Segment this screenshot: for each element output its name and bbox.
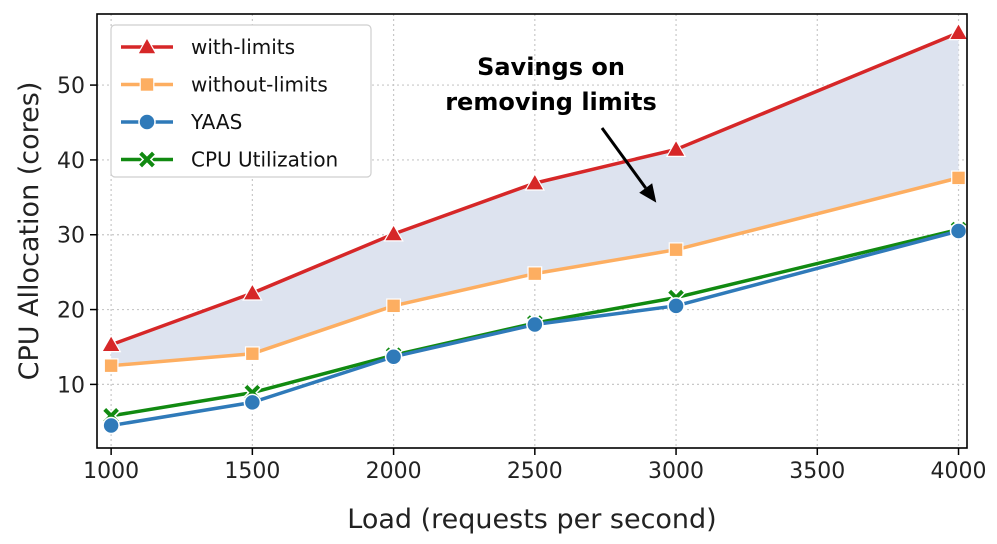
savings-shaded-region [111, 32, 959, 366]
legend-item-cpu-utilization: CPU Utilization [121, 148, 338, 172]
data-point-yaas [949, 222, 968, 240]
plot-frame [96, 13, 968, 449]
y-axis-ticks: 10 20 30 40 50 [57, 74, 97, 398]
legend-label: YAAS [190, 110, 242, 134]
legend: with-limits without-limits YAAS CPU Utiliza… [110, 24, 372, 178]
y-tick-label: 20 [57, 299, 85, 324]
data-point-yaas [667, 297, 685, 315]
annotation-arrow [600, 127, 647, 189]
data-point-yaas [526, 315, 544, 334]
data-point-without-limits [103, 358, 119, 374]
legend-marker [139, 151, 155, 168]
annotation-line-2: removing limits [445, 88, 657, 116]
legend-marker [138, 113, 156, 131]
series-with-limits [100, 22, 969, 353]
series-line-with-limits [110, 31, 960, 347]
series-line-without-limits [110, 176, 959, 368]
data-point-with-limits [665, 139, 687, 157]
data-point-with-limits [242, 282, 263, 301]
y-tick-label: 40 [57, 149, 85, 174]
legend-label: with-limits [191, 35, 295, 59]
x-axis-ticks: 1000 1500 2000 2500 3000 3500 4000 [83, 448, 987, 484]
x-tick-label: 4000 [931, 459, 987, 484]
annotation-line-1: Savings on [477, 53, 625, 81]
legend-marker [139, 77, 155, 92]
x-tick-label: 3000 [648, 459, 704, 484]
data-point-with-limits [383, 223, 404, 242]
series-line-yaas [110, 229, 959, 428]
y-tick-label: 10 [57, 373, 85, 398]
data-point-with-limits [948, 22, 969, 41]
series-layer [100, 22, 969, 435]
legend-item-without-limits: without-limits [121, 73, 328, 97]
data-point-with-limits [524, 172, 546, 191]
data-point-without-limits [668, 242, 684, 258]
x-tick-label: 1000 [83, 459, 139, 484]
x-tick-label: 3500 [789, 459, 845, 484]
legend-label: CPU Utilization [191, 148, 338, 172]
legend-box [110, 24, 372, 178]
y-axis-label: CPU Allocation (cores) [14, 82, 45, 381]
data-point-without-limits [951, 170, 966, 186]
annotation-arrow-head [639, 183, 657, 203]
x-tick-label: 2500 [507, 459, 563, 484]
x-tick-label: 1500 [224, 459, 280, 484]
data-point-without-limits [527, 266, 543, 282]
legend-item-yaas: YAAS [121, 110, 242, 134]
data-point-without-limits [244, 346, 260, 362]
data-point-with-limits [100, 334, 122, 353]
series-yaas [102, 222, 968, 435]
x-tick-label: 2000 [366, 459, 422, 484]
legend-label: without-limits [191, 73, 328, 97]
data-point-without-limits [386, 298, 401, 314]
series-without-limits [103, 170, 966, 374]
data-point-yaas [384, 347, 403, 366]
data-point-yaas [102, 416, 120, 435]
x-axis-label: Load (requests per second) [347, 504, 716, 535]
legend-marker [136, 36, 158, 55]
y-tick-label: 50 [57, 74, 85, 99]
y-tick-label: 30 [57, 224, 85, 249]
legend-item-with-limits: with-limits [121, 35, 295, 59]
data-point-yaas [243, 393, 262, 412]
annotation: Savings on removing limits [445, 53, 657, 203]
